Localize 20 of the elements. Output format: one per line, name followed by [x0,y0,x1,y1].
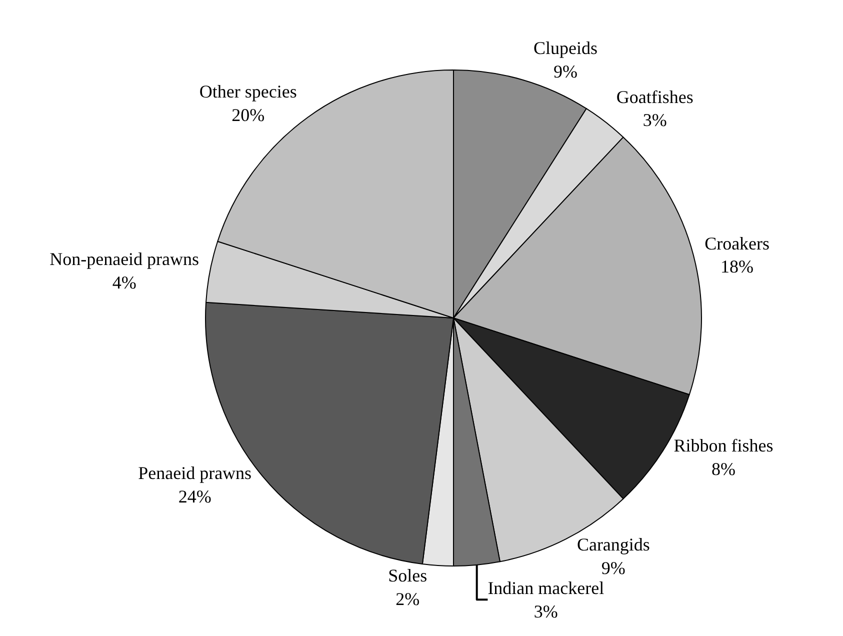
slice-label: Croakers [704,233,770,254]
data-label: 3% [534,601,558,622]
data-label: 20% [232,104,265,125]
slice-label: Indian mackerel [488,578,604,598]
slice-label: Clupeids [534,38,598,58]
slice-label: Goatfishes [616,86,694,107]
slice-label: Ribbon fishes [674,435,774,456]
slice-label: Non-penaeid prawns [50,249,200,270]
slice-label: Soles [388,565,428,586]
data-label: 18% [720,256,754,277]
data-label: 9% [554,62,578,82]
slice-label: Other species [199,81,297,102]
slice-label: Penaeid prawns [138,463,252,484]
slice-label: Carangids [576,534,650,554]
data-label: 2% [396,588,420,609]
data-label: 8% [712,458,736,479]
data-label: 4% [112,272,136,292]
data-label: 9% [601,558,626,578]
data-label: 24% [178,486,212,507]
data-label: 3% [642,110,667,130]
